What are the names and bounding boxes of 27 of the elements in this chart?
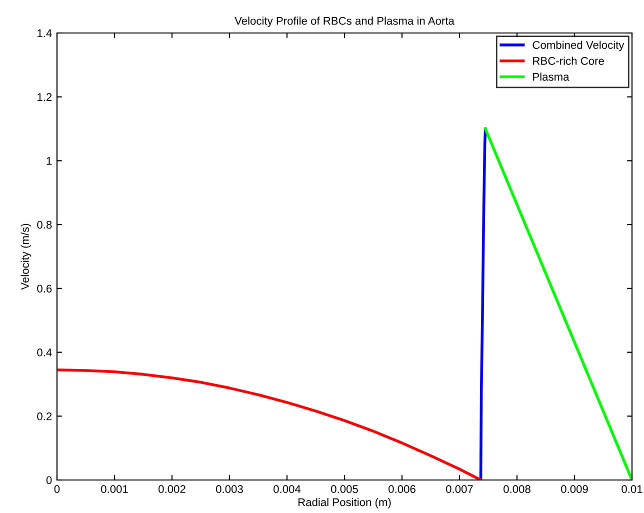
y-tick-label: 1.4	[38, 29, 52, 38]
x-tick-label: 0.01	[622, 485, 642, 494]
x-tick-label: 0.005	[331, 485, 358, 494]
x-tick-label: 0.001	[101, 485, 128, 494]
x-axis-title: Radial Position (m)	[298, 498, 391, 508]
x-tick-label: 0.007	[446, 485, 473, 494]
y-tick-label: 1	[46, 157, 52, 165]
y-axis-title: Velocity (m/s)	[20, 224, 32, 290]
x-tick-label: 0.008	[504, 485, 530, 494]
y-tick-label: 0	[46, 476, 52, 484]
chart-title: Velocity Profile of RBCs and Plasma in Aorta	[234, 16, 454, 27]
y-tick-label: 0.8	[37, 220, 52, 229]
x-tick-label: 0.004	[274, 485, 301, 494]
legend-label: Plasma	[533, 72, 570, 81]
y-tick-label: 0.6	[37, 284, 52, 293]
legend-label: Combined Velocity	[532, 40, 624, 52]
line-series	[479, 127, 487, 480]
x-tick-label: 0.009	[561, 485, 588, 494]
x-tick-label: 0.003	[216, 485, 243, 494]
x-tick-label: 0.006	[388, 485, 416, 494]
y-tick-label: 0.4	[37, 348, 52, 356]
line-series	[57, 368, 482, 480]
legend-label: RBC-rich Core	[533, 56, 604, 65]
y-tick-label: 0.2	[37, 412, 52, 420]
x-tick-label: 0.002	[158, 485, 186, 494]
y-tick-label: 1.2	[38, 93, 52, 101]
x-tick-label: 0	[54, 485, 60, 494]
